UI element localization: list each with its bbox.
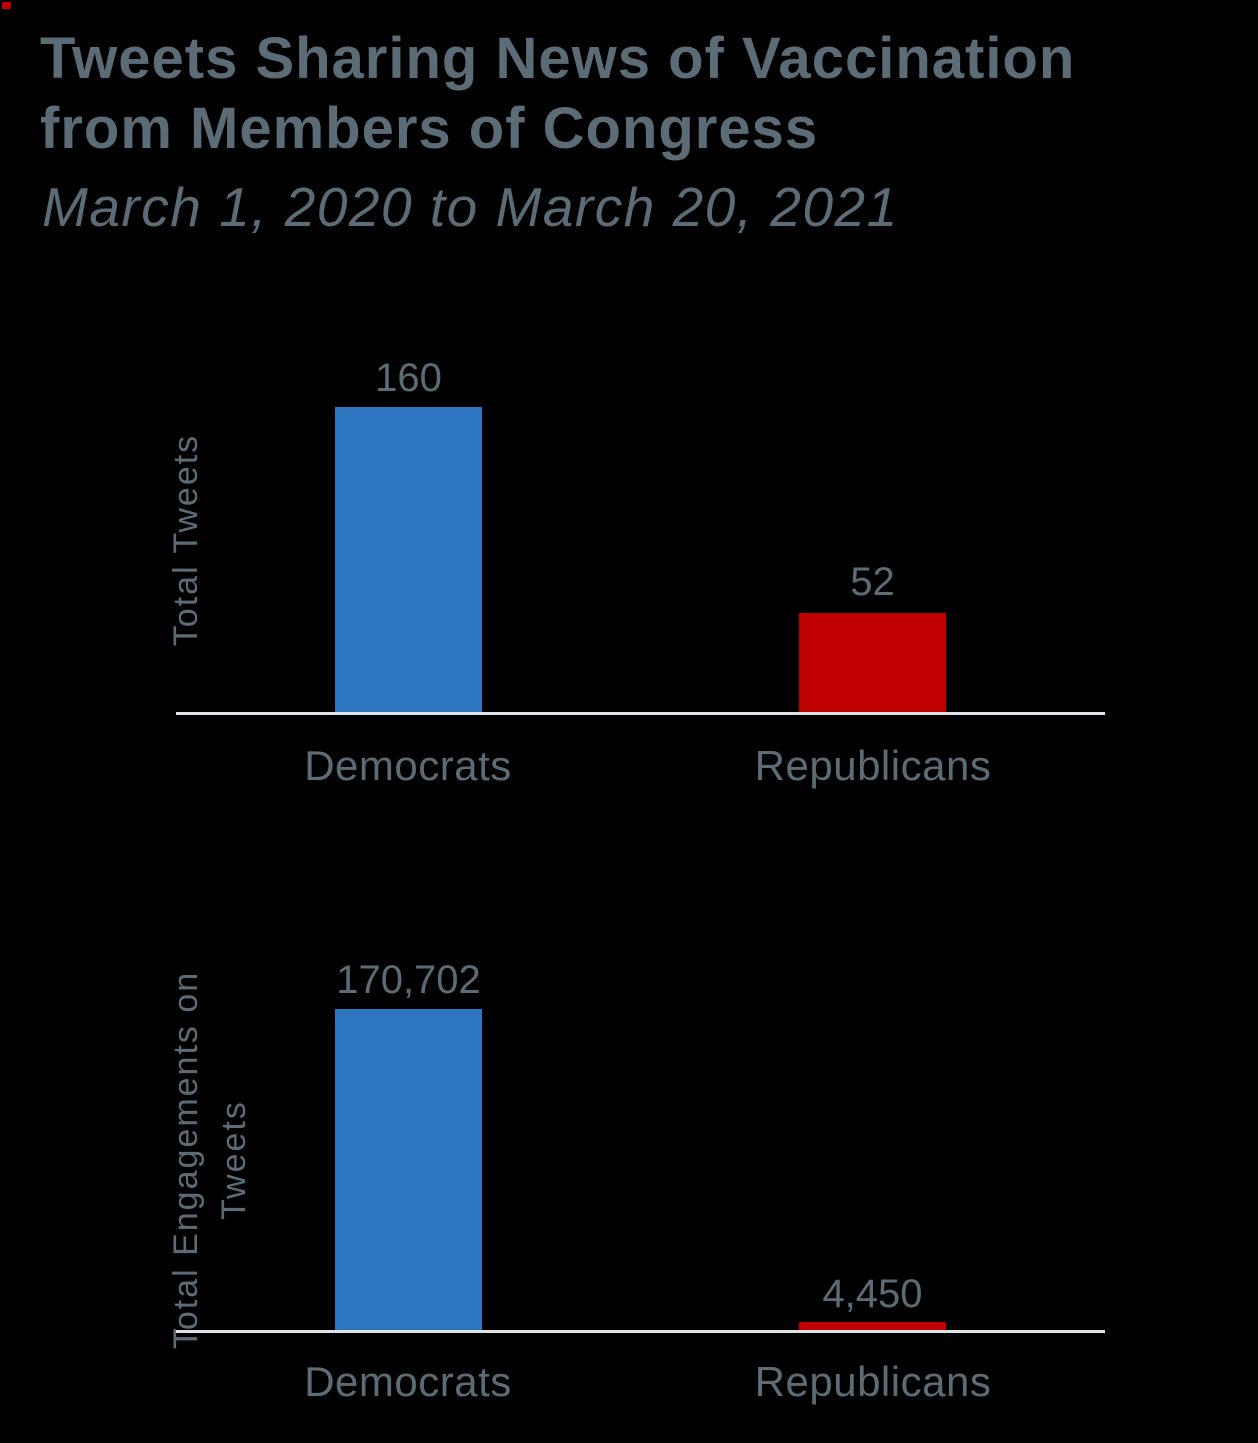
republicans-value-label: 4,450 <box>822 1272 923 1316</box>
x-axis-line <box>176 1330 1105 1333</box>
democrats-value-label: 170,702 <box>336 958 481 1002</box>
republicans-bar <box>799 612 946 712</box>
red-corner-mark <box>2 2 11 9</box>
republicans-category-label: Republicans <box>754 742 992 789</box>
plot-area <box>176 1009 1105 1330</box>
democrats-bar <box>335 407 482 712</box>
republicans-value-label: 52 <box>850 560 895 604</box>
democrats-value-label: 160 <box>375 356 442 400</box>
republicans-category-label: Republicans <box>754 1358 992 1405</box>
title-line-2: from Members of Congress <box>40 96 819 161</box>
democrats-category-label: Democrats <box>304 742 512 789</box>
democrats-bar <box>335 1009 482 1330</box>
page-title: Tweets Sharing News of Vaccination from … <box>40 24 1075 164</box>
democrats-category-label: Democrats <box>304 1358 512 1405</box>
subtitle-date-range: March 1, 2020 to March 20, 2021 <box>42 176 899 238</box>
republicans-bar <box>799 1321 946 1330</box>
title-line-1: Tweets Sharing News of Vaccination <box>40 26 1076 91</box>
x-axis-line <box>176 712 1105 715</box>
plot-area <box>176 407 1105 712</box>
